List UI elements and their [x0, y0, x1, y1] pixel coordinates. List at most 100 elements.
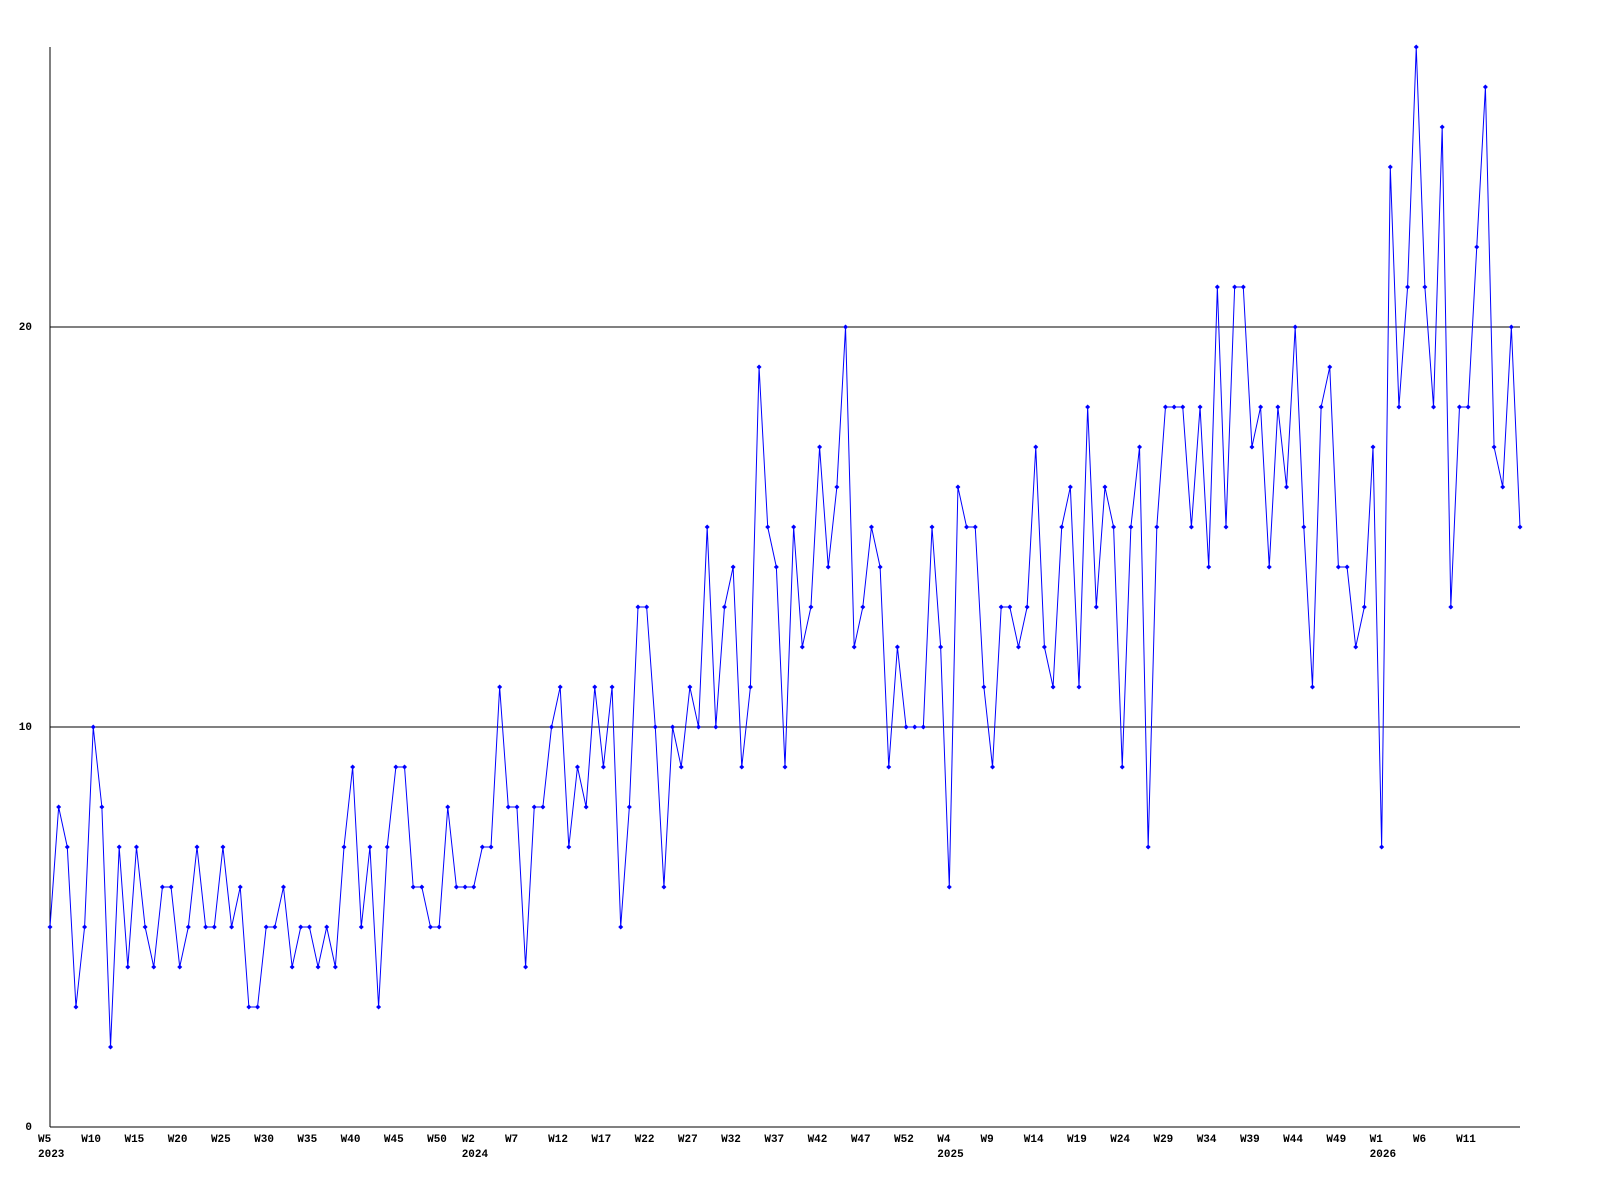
x-tick-label: W25	[211, 1134, 231, 1146]
data-point	[82, 924, 88, 930]
data-point	[964, 524, 970, 530]
data-point	[514, 804, 520, 810]
data-point	[99, 804, 105, 810]
data-point	[1214, 284, 1220, 290]
data-point	[644, 604, 650, 610]
data-point	[592, 684, 598, 690]
data-point	[1067, 484, 1073, 490]
data-point	[1482, 84, 1488, 90]
data-point	[929, 524, 935, 530]
data-point	[64, 844, 70, 850]
y-tick-label: 0	[25, 1122, 32, 1134]
data-point	[635, 604, 641, 610]
x-tick-label: W39	[1240, 1134, 1260, 1146]
x-tick-label: W42	[808, 1134, 828, 1146]
data-point	[56, 804, 62, 810]
data-point	[687, 684, 693, 690]
data-point	[1284, 484, 1290, 490]
data-point	[151, 964, 157, 970]
data-point	[410, 884, 416, 890]
data-point	[713, 724, 719, 730]
data-point	[505, 804, 511, 810]
data-point	[1102, 484, 1108, 490]
data-point	[1007, 604, 1013, 610]
data-point	[384, 844, 390, 850]
data-point	[1327, 364, 1333, 370]
data-point	[704, 524, 710, 530]
data-point	[471, 884, 477, 890]
x-tick-label: W7	[505, 1134, 518, 1146]
data-point	[332, 964, 338, 970]
data-point	[799, 644, 805, 650]
data-point	[721, 604, 727, 610]
data-point	[843, 324, 849, 330]
data-point	[1301, 524, 1307, 530]
x-tick-label: W27	[678, 1134, 698, 1146]
data-point	[142, 924, 148, 930]
x-tick-label: W17	[591, 1134, 611, 1146]
year-label: 2026	[1370, 1149, 1396, 1161]
data-point	[990, 764, 996, 770]
data-point	[1128, 524, 1134, 530]
data-point	[583, 804, 589, 810]
data-point	[73, 1004, 79, 1010]
data-point	[868, 524, 874, 530]
data-point	[1024, 604, 1030, 610]
data-point	[1223, 524, 1229, 530]
data-point	[1413, 44, 1419, 50]
year-label: 2025	[937, 1149, 964, 1161]
x-tick-label: W45	[384, 1134, 404, 1146]
data-point	[488, 844, 494, 850]
x-tick-label: W34	[1197, 1134, 1217, 1146]
data-point	[1162, 404, 1168, 410]
x-tick-label: W35	[297, 1134, 317, 1146]
data-point	[315, 964, 321, 970]
x-tick-label: W40	[341, 1134, 361, 1146]
year-label: 2023	[38, 1149, 65, 1161]
data-point	[609, 684, 615, 690]
data-point	[626, 804, 632, 810]
data-point	[1387, 164, 1393, 170]
x-tick-label: W14	[1024, 1134, 1044, 1146]
data-point	[540, 804, 546, 810]
data-point	[903, 724, 909, 730]
data-point	[1292, 324, 1298, 330]
data-point	[255, 1004, 261, 1010]
x-tick-label: W49	[1326, 1134, 1346, 1146]
data-point	[427, 924, 433, 930]
data-point	[1188, 524, 1194, 530]
data-point	[1379, 844, 1385, 850]
data-point	[229, 924, 235, 930]
data-point	[185, 924, 191, 930]
data-point	[1266, 564, 1272, 570]
data-point	[1180, 404, 1186, 410]
data-point	[1396, 404, 1402, 410]
data-point	[298, 924, 304, 930]
data-point	[912, 724, 918, 730]
data-point	[1111, 524, 1117, 530]
data-point	[108, 1044, 114, 1050]
data-point	[730, 564, 736, 570]
data-point	[1232, 284, 1238, 290]
data-point	[678, 764, 684, 770]
x-tick-label: W20	[168, 1134, 188, 1146]
data-point	[886, 764, 892, 770]
data-point	[955, 484, 961, 490]
data-point	[289, 964, 295, 970]
x-tick-label: W6	[1413, 1134, 1426, 1146]
data-point	[1137, 444, 1143, 450]
x-tick-label: W50	[427, 1134, 447, 1146]
x-tick-label: W10	[81, 1134, 101, 1146]
data-point	[47, 924, 53, 930]
data-point	[237, 884, 243, 890]
data-point	[696, 724, 702, 730]
data-point	[479, 844, 485, 850]
data-point	[1318, 404, 1324, 410]
data-point	[1344, 564, 1350, 570]
x-tick-label: W19	[1067, 1134, 1087, 1146]
data-point	[1015, 644, 1021, 650]
x-tick-label: W15	[124, 1134, 144, 1146]
x-tick-label: W2	[462, 1134, 475, 1146]
data-point	[367, 844, 373, 850]
